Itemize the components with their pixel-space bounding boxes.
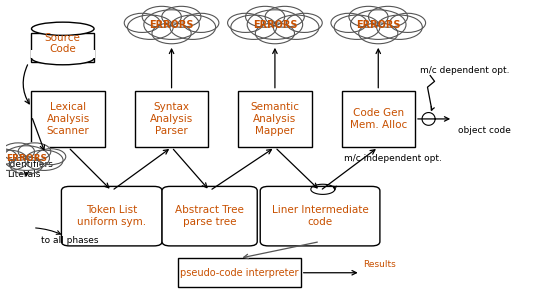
Circle shape xyxy=(10,157,42,174)
Text: Liner Intermediate
code: Liner Intermediate code xyxy=(272,205,369,227)
Circle shape xyxy=(377,15,422,39)
Circle shape xyxy=(273,15,319,39)
Text: Results: Results xyxy=(363,260,396,269)
Circle shape xyxy=(247,10,302,39)
Circle shape xyxy=(331,13,367,33)
FancyBboxPatch shape xyxy=(61,186,162,246)
Circle shape xyxy=(162,6,201,27)
FancyBboxPatch shape xyxy=(135,91,208,147)
Text: m/c independent opt.: m/c independent opt. xyxy=(344,154,442,163)
FancyBboxPatch shape xyxy=(31,91,105,147)
Text: Code Gen
Mem. Alloc: Code Gen Mem. Alloc xyxy=(350,108,407,130)
Circle shape xyxy=(390,13,425,33)
Text: ERRORS: ERRORS xyxy=(149,20,194,30)
FancyBboxPatch shape xyxy=(238,91,312,147)
Circle shape xyxy=(142,6,181,27)
FancyBboxPatch shape xyxy=(342,91,415,147)
Circle shape xyxy=(2,143,35,160)
Circle shape xyxy=(287,13,322,33)
Text: Token List
uniform sym.: Token List uniform sym. xyxy=(77,205,147,227)
Text: Syntax
Analysis
Parser: Syntax Analysis Parser xyxy=(150,102,193,136)
Circle shape xyxy=(350,10,406,39)
Circle shape xyxy=(231,15,277,39)
Circle shape xyxy=(152,23,191,44)
Circle shape xyxy=(265,6,304,27)
Text: ERRORS: ERRORS xyxy=(253,20,297,30)
FancyBboxPatch shape xyxy=(162,186,257,246)
Text: ERRORS: ERRORS xyxy=(6,154,47,163)
FancyBboxPatch shape xyxy=(260,186,380,246)
Circle shape xyxy=(18,143,51,160)
Circle shape xyxy=(334,15,380,39)
FancyBboxPatch shape xyxy=(179,258,301,287)
Text: Lexical
Analysis
Scanner: Lexical Analysis Scanner xyxy=(47,102,90,136)
Circle shape xyxy=(127,15,173,39)
Circle shape xyxy=(369,6,408,27)
Ellipse shape xyxy=(31,22,94,35)
Circle shape xyxy=(170,15,215,39)
Text: Abstract Tree
parse tree: Abstract Tree parse tree xyxy=(175,205,244,227)
Circle shape xyxy=(246,6,285,27)
Circle shape xyxy=(25,150,63,171)
Text: to all phases: to all phases xyxy=(41,236,99,245)
Circle shape xyxy=(124,13,160,33)
Circle shape xyxy=(359,23,398,44)
Circle shape xyxy=(349,6,388,27)
Text: Source
Code: Source Code xyxy=(45,33,80,54)
Circle shape xyxy=(0,150,28,171)
Ellipse shape xyxy=(31,52,94,65)
Circle shape xyxy=(255,23,294,44)
FancyBboxPatch shape xyxy=(31,33,94,62)
FancyBboxPatch shape xyxy=(31,50,95,58)
Circle shape xyxy=(228,13,263,33)
Circle shape xyxy=(36,149,66,165)
Circle shape xyxy=(3,146,50,171)
Text: pseudo-code interpreter: pseudo-code interpreter xyxy=(180,268,299,278)
Circle shape xyxy=(144,10,199,39)
Text: m/c dependent opt.: m/c dependent opt. xyxy=(420,66,510,75)
Text: ERRORS: ERRORS xyxy=(356,20,401,30)
Text: Identifiers
Literals: Identifiers Literals xyxy=(7,160,53,179)
Text: Semantic
Analysis
Mapper: Semantic Analysis Mapper xyxy=(250,102,299,136)
Circle shape xyxy=(0,149,17,165)
Circle shape xyxy=(183,13,219,33)
Text: object code: object code xyxy=(458,126,511,135)
